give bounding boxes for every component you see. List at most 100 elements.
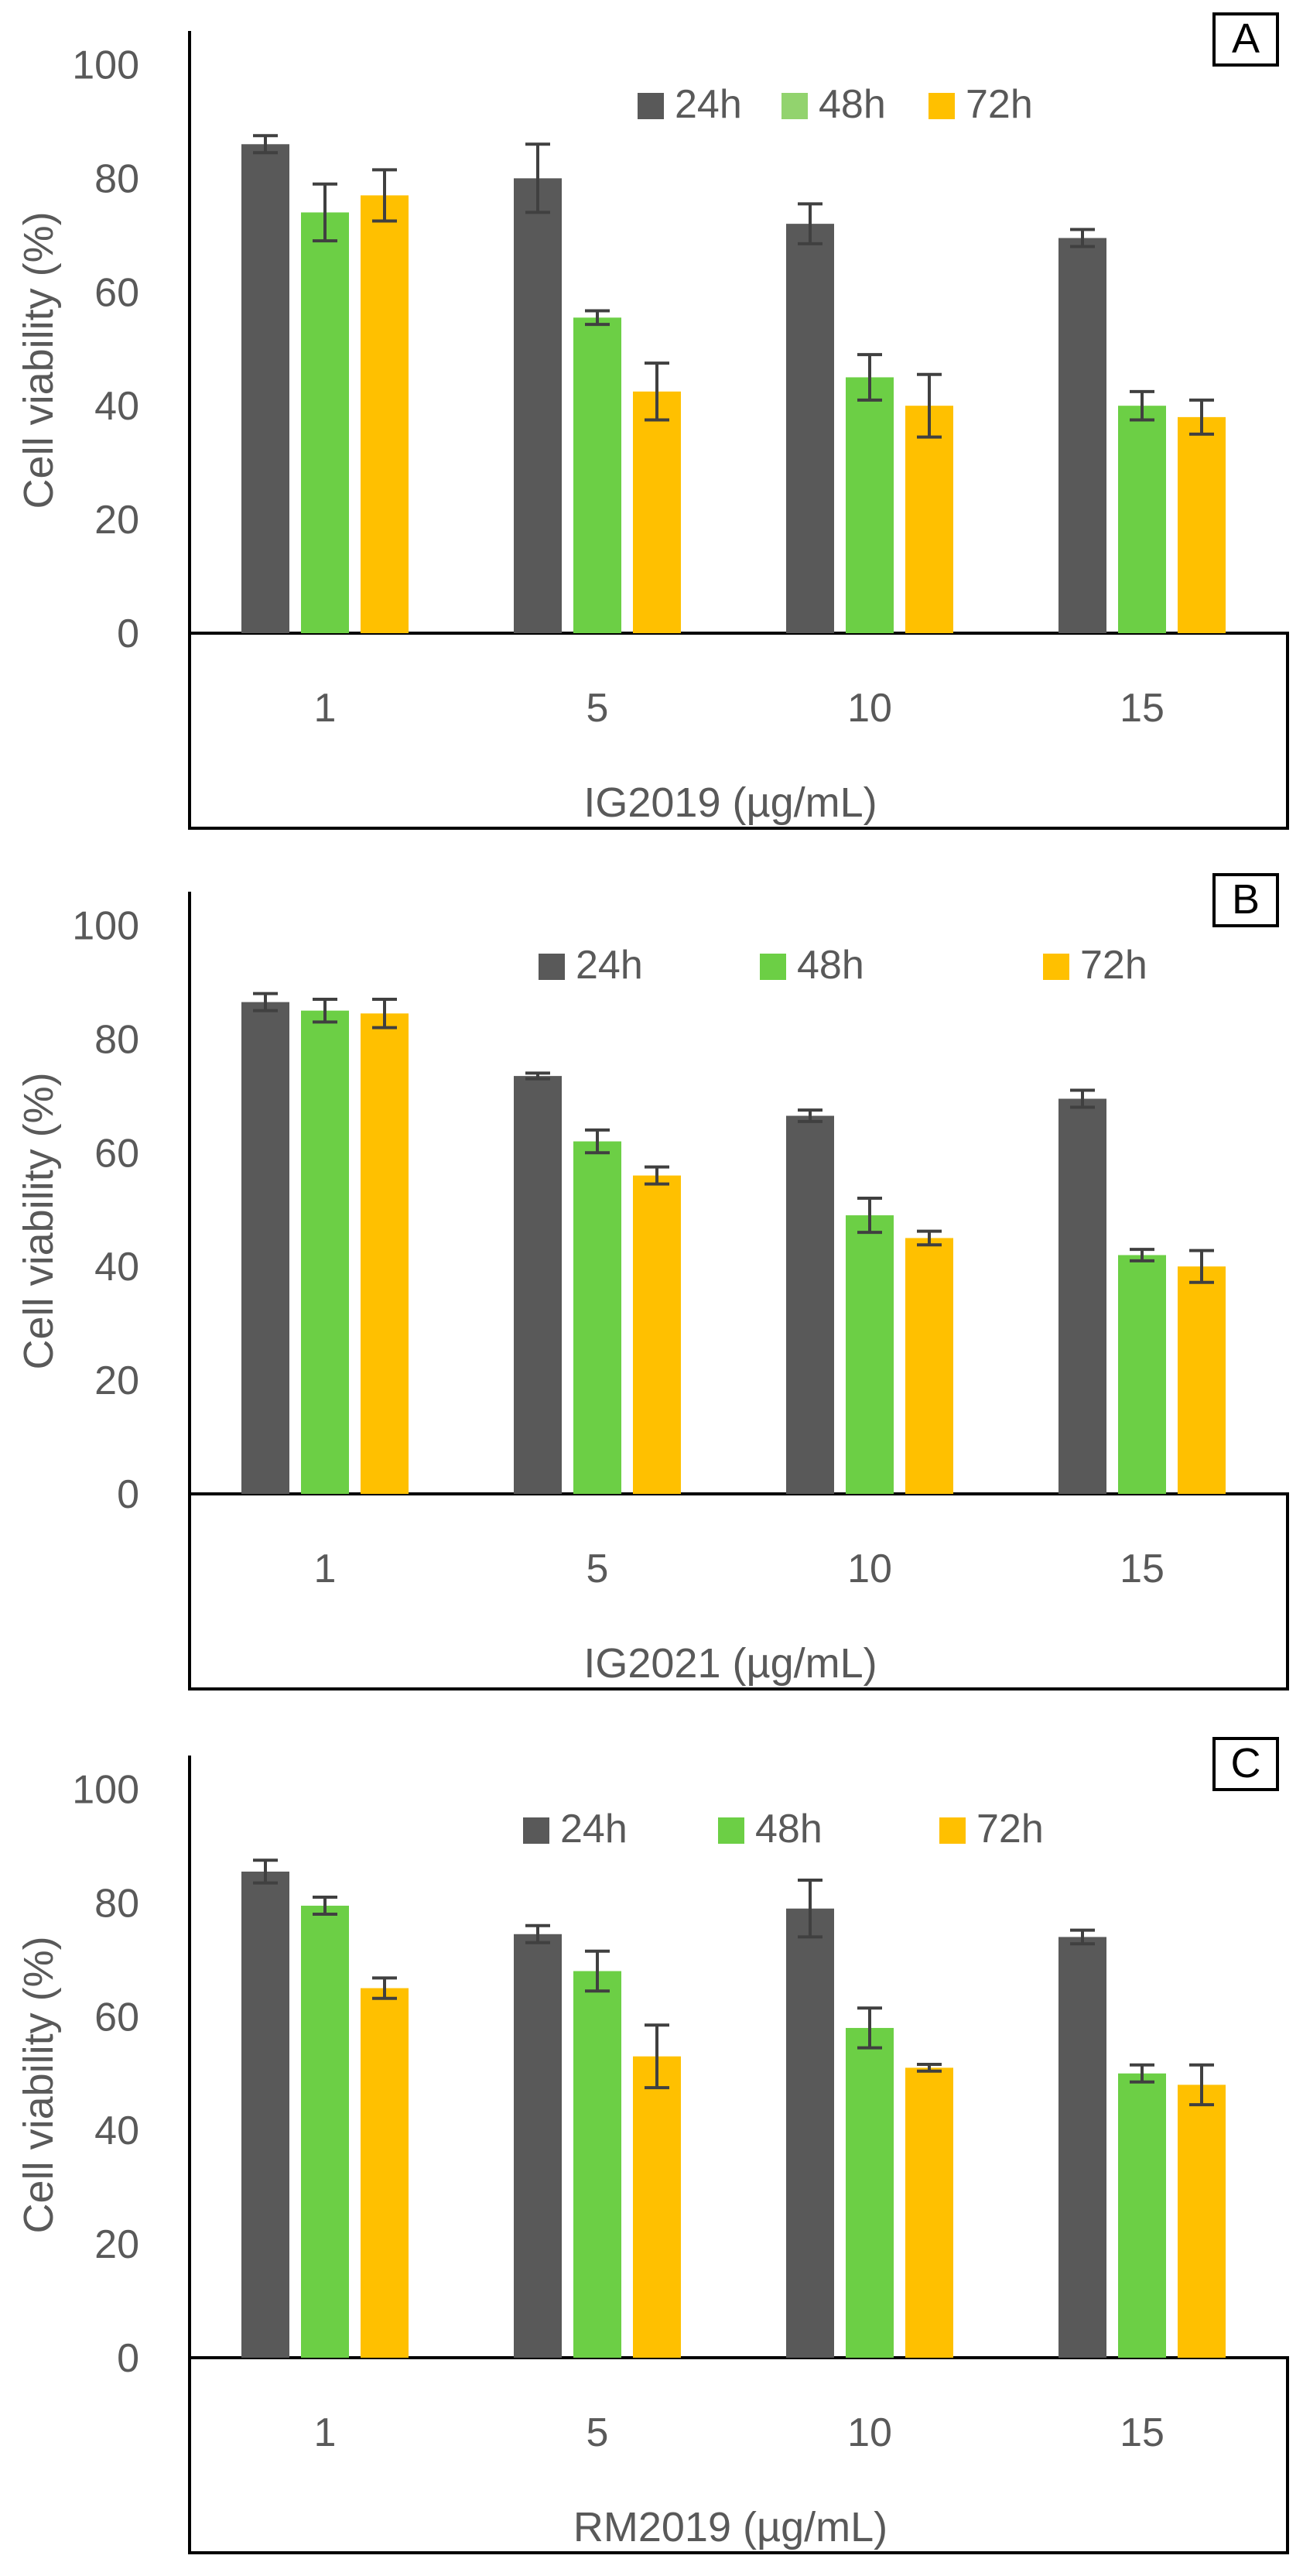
bar-72h-5 — [633, 2056, 681, 2358]
y-tick-label: 0 — [117, 1472, 139, 1517]
bar-72h-10 — [905, 2067, 953, 2358]
x-tick-label: 1 — [314, 2410, 337, 2455]
x-axis-title: IG2021 (µg/mL) — [583, 1640, 877, 1687]
bar-72h-15 — [1178, 416, 1226, 633]
x-axis-title: RM2019 (µg/mL) — [573, 2504, 887, 2550]
bar-24h-15 — [1058, 1937, 1106, 2358]
y-axis-title: Cell viability (%) — [15, 1072, 62, 1369]
bar-72h-15 — [1178, 2084, 1226, 2358]
x-tick-label: 5 — [587, 686, 609, 731]
legend-label-24h: 24h — [576, 943, 643, 988]
x-tick-label: 15 — [1120, 1547, 1164, 1591]
bar-48h-1 — [301, 212, 349, 633]
bar-72h-1 — [361, 195, 409, 633]
y-tick-label: 20 — [94, 1358, 139, 1403]
x-tick-label: 1 — [314, 1547, 337, 1591]
bar-24h-5 — [514, 1934, 562, 2358]
legend-label-48h: 48h — [797, 943, 864, 988]
bar-24h-1 — [241, 144, 289, 634]
bar-48h-10 — [846, 1215, 894, 1494]
bar-24h-5 — [514, 178, 562, 633]
bar-48h-1 — [301, 1010, 349, 1494]
y-tick-label: 80 — [94, 1881, 139, 1926]
bar-24h-15 — [1058, 238, 1106, 633]
legend-swatch-48h — [718, 1817, 744, 1844]
legend-swatch-24h — [523, 1817, 549, 1844]
bar-72h-10 — [905, 406, 953, 633]
y-tick-label: 60 — [94, 270, 139, 315]
legend-swatch-24h — [539, 954, 565, 980]
legend-label-24h: 24h — [675, 82, 742, 127]
bar-48h-1 — [301, 1906, 349, 2358]
bar-24h-10 — [786, 224, 834, 633]
bar-24h-10 — [786, 1908, 834, 2358]
y-tick-label: 100 — [72, 903, 139, 948]
y-tick-label: 60 — [94, 1131, 139, 1176]
legend-swatch-48h — [781, 93, 808, 119]
bar-48h-15 — [1118, 2073, 1166, 2358]
bar-72h-15 — [1178, 1266, 1226, 1494]
x-tick-label: 5 — [587, 2410, 609, 2455]
legend-label-72h: 72h — [1080, 943, 1147, 988]
x-tick-label: 10 — [847, 1547, 892, 1591]
y-tick-label: 100 — [72, 1767, 139, 1812]
bar-48h-5 — [573, 317, 621, 633]
y-tick-label: 20 — [94, 2222, 139, 2267]
bar-72h-10 — [905, 1238, 953, 1494]
panel-letter-box — [1212, 12, 1279, 67]
y-tick-label: 40 — [94, 1245, 139, 1290]
bar-48h-15 — [1118, 1255, 1166, 1494]
bar-72h-1 — [361, 1013, 409, 1494]
legend-swatch-72h — [939, 1817, 966, 1844]
x-tick-label: 15 — [1120, 2410, 1164, 2455]
y-tick-label: 0 — [117, 2336, 139, 2381]
legend-swatch-24h — [638, 93, 664, 119]
y-axis-title: Cell viability (%) — [15, 1936, 62, 2233]
legend-label-48h: 48h — [755, 1807, 822, 1852]
x-tick-label: 10 — [847, 2410, 892, 2455]
legend-swatch-72h — [1043, 954, 1069, 980]
y-tick-label: 40 — [94, 384, 139, 429]
legend-label-24h: 24h — [560, 1807, 628, 1852]
y-axis-title: Cell viability (%) — [15, 211, 62, 509]
x-axis-title: IG2019 (µg/mL) — [583, 779, 877, 826]
bar-48h-5 — [573, 1971, 621, 2358]
y-tick-label: 80 — [94, 156, 139, 201]
bar-48h-10 — [846, 2027, 894, 2358]
y-tick-label: 20 — [94, 498, 139, 543]
bar-24h-1 — [241, 1002, 289, 1494]
panel-letter: B — [1232, 876, 1260, 923]
x-tick-label: 1 — [314, 686, 337, 731]
bar-48h-15 — [1118, 406, 1166, 633]
x-tick-label: 10 — [847, 686, 892, 731]
y-tick-label: 80 — [94, 1017, 139, 1062]
x-tick-label: 5 — [587, 1547, 609, 1591]
bar-72h-5 — [633, 391, 681, 633]
legend-label-72h: 72h — [976, 1807, 1044, 1852]
bar-72h-1 — [361, 1988, 409, 2358]
legend-label-48h: 48h — [819, 82, 886, 127]
legend-label-72h: 72h — [966, 82, 1033, 127]
y-tick-label: 40 — [94, 2108, 139, 2153]
panel-letter-box — [1212, 873, 1279, 927]
y-tick-label: 0 — [117, 611, 139, 656]
x-tick-label: 15 — [1120, 686, 1164, 731]
y-tick-label: 60 — [94, 1995, 139, 2040]
legend-swatch-48h — [760, 954, 786, 980]
bar-24h-1 — [241, 1871, 289, 2358]
panel-letter: C — [1231, 1740, 1261, 1786]
bar-48h-5 — [573, 1141, 621, 1494]
bar-24h-10 — [786, 1115, 834, 1494]
bar-24h-5 — [514, 1076, 562, 1494]
bar-72h-5 — [633, 1175, 681, 1494]
bar-48h-10 — [846, 377, 894, 633]
bar-24h-15 — [1058, 1098, 1106, 1494]
legend-swatch-72h — [929, 93, 955, 119]
panel-letter-box — [1212, 1737, 1279, 1791]
panel-letter: A — [1232, 15, 1260, 62]
y-tick-label: 100 — [72, 43, 139, 87]
